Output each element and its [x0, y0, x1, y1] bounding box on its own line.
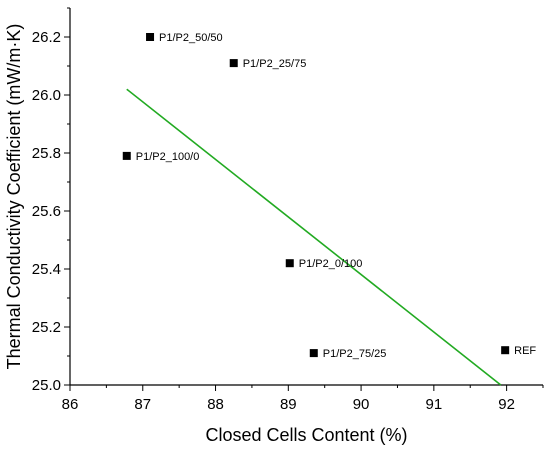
x-tick-label: 90 [353, 396, 370, 413]
data-point [146, 33, 155, 41]
x-tick-label: 92 [498, 396, 515, 413]
data-point-label: P1/P2_50/50 [159, 32, 223, 44]
y-tick-label: 25.4 [32, 261, 61, 278]
y-tick-label: 25.8 [32, 145, 61, 162]
y-tick-label: 25.2 [32, 319, 61, 336]
data-point [309, 349, 318, 358]
x-tick-label: 87 [134, 396, 151, 413]
x-tick-label: 86 [62, 396, 79, 413]
axes: 86 87 88 89 90 91 92 25.0 25.2 25.4 25.6 25.8 26.0 26… [32, 7, 544, 413]
y-tick-label: 26.0 [32, 87, 61, 104]
x-tick-label: 89 [280, 396, 297, 413]
x-tick-label: 88 [207, 396, 224, 413]
y-tick-label: 25.6 [32, 203, 61, 220]
data-point-label: REF [514, 345, 536, 357]
data-points: P1/P2_50/50 P1/P2_25/75 P1/P2_100/0 P1/P2_0… [122, 32, 536, 360]
data-point-label: P1/P2_0/100 [299, 258, 363, 270]
data-point [229, 59, 238, 68]
data-point-label: P1/P2_25/75 [243, 58, 307, 70]
y-axis-title: Thermal Conductivity Coefficient (mW/m·K… [4, 24, 24, 370]
y-tick-label: 25.0 [32, 377, 61, 394]
data-point-label: P1/P2_100/0 [136, 151, 200, 163]
data-point [122, 151, 131, 160]
x-tick-label: 91 [426, 396, 443, 413]
fit-line-group [126, 88, 502, 386]
fit-line [126, 88, 502, 386]
data-point [285, 259, 294, 268]
data-point-label: P1/P2_75/25 [323, 348, 387, 360]
data-point [501, 346, 510, 355]
x-axis-title: Closed Cells Content (%) [205, 425, 407, 445]
y-tick-label: 26.2 [32, 29, 61, 46]
